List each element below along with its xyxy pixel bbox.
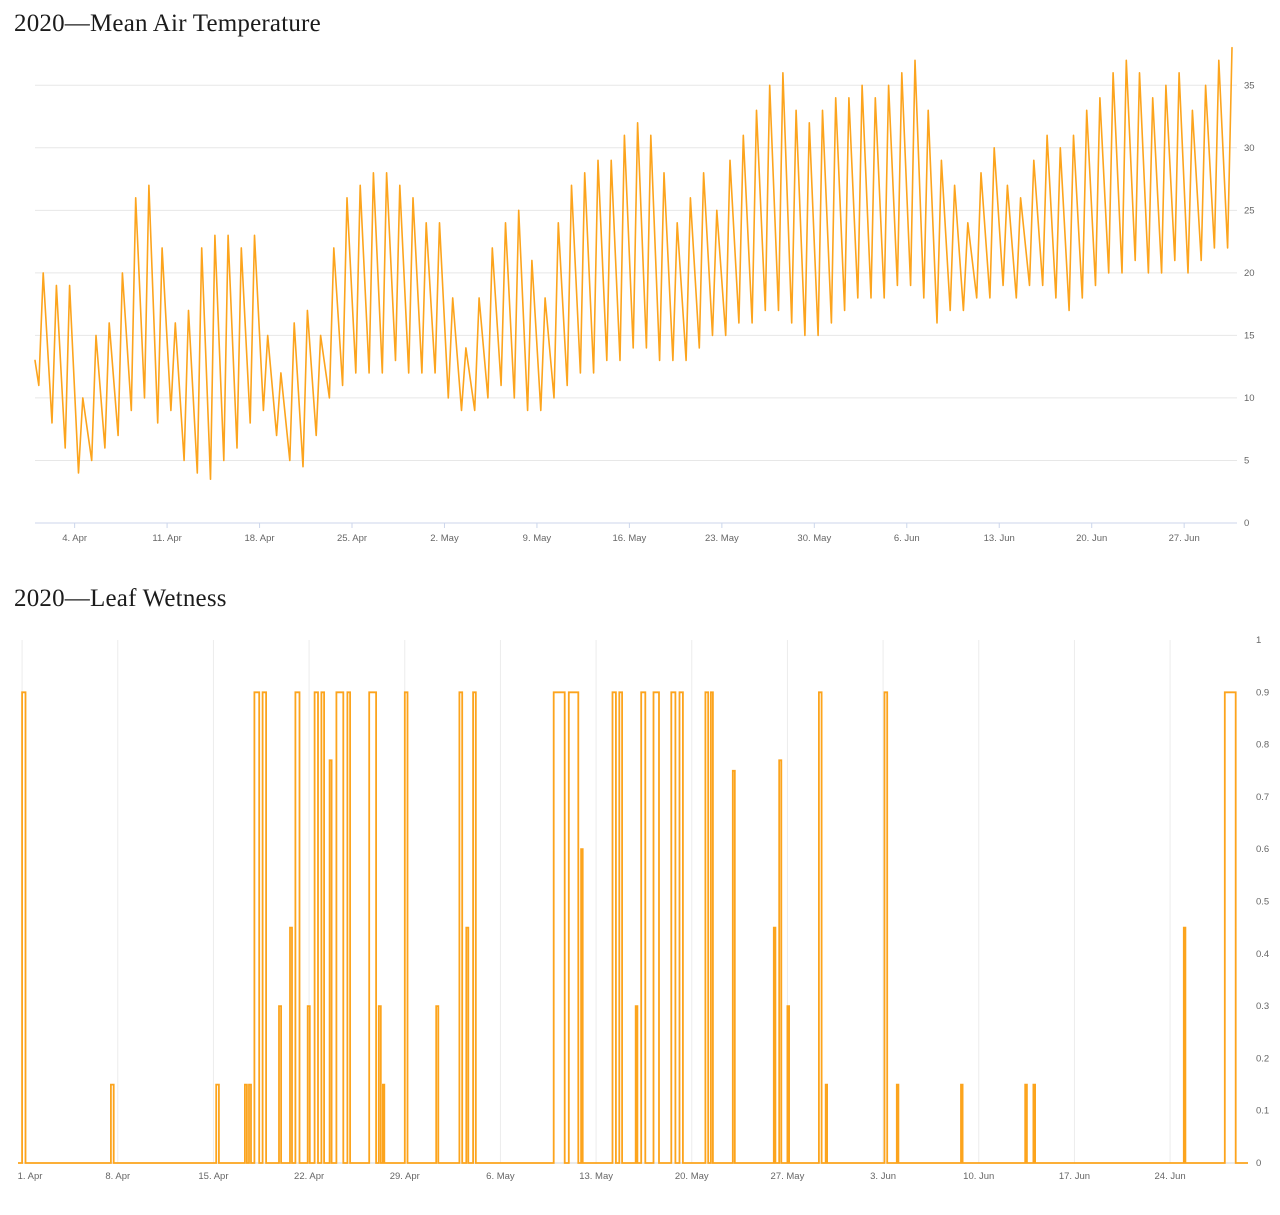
x-tick-label: 6. May [486, 1171, 515, 1182]
x-tick-label: 24. Jun [1155, 1171, 1186, 1182]
y-tick-label: 10 [1244, 393, 1255, 404]
y-tick-label: 30 [1244, 143, 1255, 154]
temperature-chart: 0 5 10 15 20 25 30 35 4. Apr 11. Apr 18. Apr 25. Ap… [0, 40, 1280, 575]
y-tick-label: 0.8 [1256, 740, 1269, 751]
y-tick-label: 0.5 [1256, 897, 1269, 908]
x-tick-label: 8. Apr [105, 1171, 130, 1182]
x-tick-label: 3. Jun [870, 1171, 896, 1182]
x-tick-label: 16. May [612, 533, 646, 544]
leaf-wetness-chart: 0 0.1 0.2 0.3 0.4 0.5 0.6 0.7 0.8 0.9 1 1. Apr 8. Ap… [0, 615, 1280, 1195]
x-tick-label: 30. May [797, 533, 831, 544]
y-tick-label: 0 [1256, 1158, 1261, 1169]
x-tick-label: 2. May [430, 533, 459, 544]
x-tick-label: 4. Apr [62, 533, 87, 544]
y-tick-label: 1 [1256, 635, 1261, 646]
y-tick-label: 25 [1244, 205, 1255, 216]
y-tick-label: 0.4 [1256, 949, 1269, 960]
x-tick-label: 20. May [675, 1171, 709, 1182]
x-tick-label: 29. Apr [390, 1171, 420, 1182]
x-tick-label: 13. May [579, 1171, 613, 1182]
temperature-chart-svg: 0 5 10 15 20 25 30 35 4. Apr 11. Apr 18. Apr 25. Ap… [34, 46, 1255, 544]
leaf-wetness-chart-title: 2020—Leaf Wetness [14, 585, 227, 612]
x-tick-label: 10. Jun [963, 1171, 994, 1182]
y-tick-label: 0.2 [1256, 1053, 1269, 1064]
x-tick-label: 13. Jun [984, 533, 1015, 544]
leaf-wetness-chart-svg: 0 0.1 0.2 0.3 0.4 0.5 0.6 0.7 0.8 0.9 1 1. Apr 8. Ap… [18, 635, 1270, 1182]
y-tick-label: 0.7 [1256, 792, 1269, 803]
temperature-series-line [34, 46, 1233, 480]
x-tick-label: 20. Jun [1076, 533, 1107, 544]
y-tick-label: 0.3 [1256, 1001, 1269, 1012]
x-tick-label: 9. May [523, 533, 552, 544]
y-tick-label: 0.1 [1256, 1106, 1269, 1117]
y-tick-label: 5 [1244, 455, 1249, 466]
x-tick-label: 22. Apr [294, 1171, 324, 1182]
y-tick-label: 0 [1244, 518, 1249, 529]
temperature-chart-title: 2020—Mean Air Temperature [14, 10, 321, 37]
x-tick-label: 27. Jun [1169, 533, 1200, 544]
x-tick-label: 11. Apr [152, 533, 181, 544]
y-tick-label: 0.6 [1256, 844, 1269, 855]
x-tick-label: 27. May [771, 1171, 805, 1182]
x-tick-label: 1. Apr [18, 1171, 43, 1182]
x-tick-label: 6. Jun [894, 533, 920, 544]
leaf-wetness-series-line [18, 691, 1248, 1164]
y-tick-label: 0.9 [1256, 687, 1269, 698]
y-tick-label: 35 [1244, 80, 1255, 91]
x-tick-label: 15. Apr [198, 1171, 228, 1182]
y-tick-label: 15 [1244, 330, 1255, 341]
x-tick-label: 23. May [705, 533, 739, 544]
y-tick-label: 20 [1244, 268, 1255, 279]
x-tick-label: 25. Apr [337, 533, 367, 544]
x-tick-label: 18. Apr [244, 533, 274, 544]
x-tick-label: 17. Jun [1059, 1171, 1090, 1182]
